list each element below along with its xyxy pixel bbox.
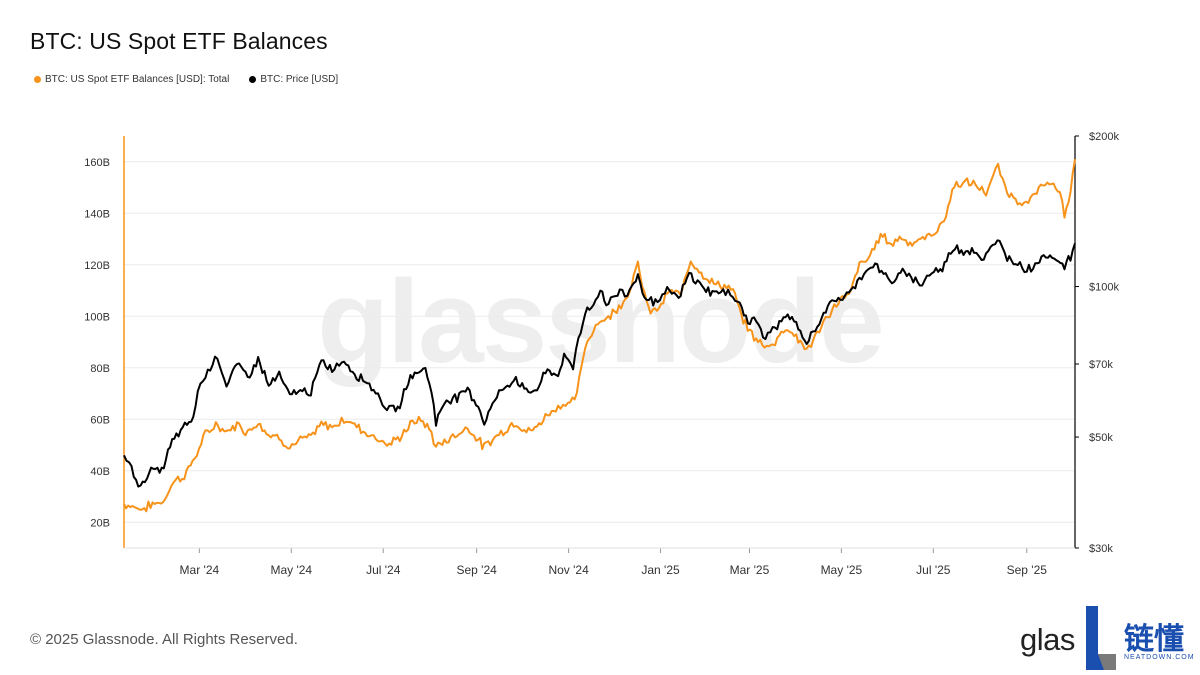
legend-item-btc-price[interactable]: BTC: Price [USD] xyxy=(249,74,338,85)
y-left-tick-label: 40B xyxy=(90,466,110,478)
y-left-tick-label: 140B xyxy=(84,208,110,220)
legend-item-etf-balances[interactable]: BTC: US Spot ETF Balances [USD]: Total xyxy=(34,74,229,85)
y-left-tick-label: 20B xyxy=(90,517,110,529)
x-tick-label: Jul '25 xyxy=(916,563,951,577)
brand-sub-text: NEATDOWN.COM xyxy=(1124,654,1195,661)
y-left-tick-label: 120B xyxy=(84,260,110,272)
brand-text: glas xyxy=(1020,622,1075,657)
x-tick-label: Sep '25 xyxy=(1007,563,1048,577)
legend-label-etf: BTC: US Spot ETF Balances [USD]: Total xyxy=(45,74,230,85)
y-left-tick-label: 80B xyxy=(90,363,110,375)
y-left-tick-label: 60B xyxy=(90,414,110,426)
brand-mark-icon xyxy=(1086,606,1116,670)
legend: BTC: US Spot ETF Balances [USD]: Total B… xyxy=(34,74,338,85)
chart-plot: glassnode 20B40B60B80B100B120B140B160B$3… xyxy=(84,131,1119,577)
series-etf-balances-line xyxy=(123,159,1076,513)
y-right-tick-label: $100k xyxy=(1089,282,1119,294)
series-layer xyxy=(123,159,1076,513)
axes: 20B 40B 60B 80B 100B 120B 140B 160B $30k $50k $70k… xyxy=(84,131,1119,577)
y-right-tick-label: $200k xyxy=(1089,131,1119,143)
x-tick-label: Mar '25 xyxy=(730,563,770,577)
legend-label-price: BTC: Price [USD] xyxy=(260,74,339,85)
brand-logo: glas 链懂 NEATDOWN.COM xyxy=(1020,606,1196,670)
x-tick-label: Jul '24 xyxy=(366,563,401,577)
y-left-tick-label: 160B xyxy=(84,157,110,169)
copyright-text: © 2025 Glassnode. All Rights Reserved. xyxy=(30,631,298,648)
series-btc-price-line xyxy=(123,239,1076,488)
x-tick-label: Mar '24 xyxy=(180,563,220,577)
x-tick-label: Nov '24 xyxy=(548,563,589,577)
brand-cn-text: 链懂 xyxy=(1124,622,1184,657)
chart-title: BTC: US Spot ETF Balances xyxy=(30,28,328,54)
x-tick-label: Sep '24 xyxy=(457,563,498,577)
y-right-tick-label: $30k xyxy=(1089,543,1113,555)
y-right-tick-label: $50k xyxy=(1089,432,1113,444)
gridlines xyxy=(124,161,1075,523)
x-tick-label: May '25 xyxy=(821,563,863,577)
legend-swatch-price xyxy=(249,76,257,83)
legend-swatch-etf xyxy=(34,76,41,83)
x-tick-label: Jan '25 xyxy=(641,563,680,577)
y-left-tick-label: 100B xyxy=(84,311,110,323)
x-tick-label: May '24 xyxy=(270,563,312,577)
y-right-tick-label: $70k xyxy=(1089,359,1113,371)
